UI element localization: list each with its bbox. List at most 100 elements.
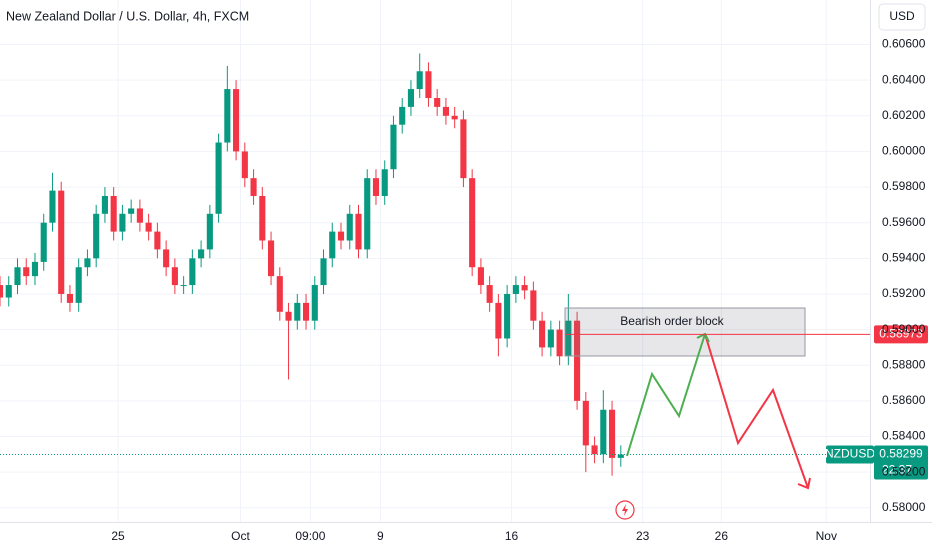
candle-body bbox=[512, 285, 519, 294]
candle-body bbox=[477, 267, 484, 286]
candle-body bbox=[320, 258, 327, 286]
y-tick-label: 0.58600 bbox=[882, 393, 926, 407]
candle-body bbox=[110, 195, 117, 232]
candle-body bbox=[198, 249, 205, 259]
candle-body bbox=[617, 454, 624, 458]
candle-body bbox=[442, 106, 449, 116]
candle-body bbox=[530, 290, 537, 321]
candle-body bbox=[75, 267, 82, 303]
overlay: 0.58973 NZDUSD 0.58299 22:37 bbox=[0, 325, 928, 480]
x-tick-label: 9 bbox=[377, 529, 384, 543]
last-price-label: 0.58299 bbox=[879, 447, 923, 461]
candle-body bbox=[302, 302, 310, 321]
candle-body bbox=[163, 249, 170, 268]
candle-body bbox=[31, 261, 39, 277]
countdown-label: 22:37 bbox=[882, 463, 912, 477]
candle-body bbox=[66, 293, 74, 303]
candle-body bbox=[49, 190, 56, 223]
x-tick-label: 09:00 bbox=[295, 529, 325, 543]
candle-body bbox=[250, 178, 257, 196]
candle-body bbox=[416, 71, 423, 90]
y-tick-label: 0.58200 bbox=[882, 464, 926, 478]
candle-body bbox=[101, 195, 108, 214]
candle-body bbox=[84, 258, 91, 268]
candle-body bbox=[547, 329, 554, 348]
currency[interactable]: USD bbox=[889, 9, 915, 23]
x-tick-label: 25 bbox=[111, 529, 125, 543]
candle-body bbox=[329, 231, 336, 259]
candle-body bbox=[180, 285, 187, 287]
candle-body bbox=[495, 302, 502, 339]
x-tick-label: 16 bbox=[505, 529, 519, 543]
candle-body bbox=[311, 285, 318, 321]
candle-body bbox=[40, 222, 47, 262]
y-tick-label: 0.59400 bbox=[882, 250, 926, 264]
candle-body bbox=[14, 267, 21, 286]
candle-body bbox=[259, 195, 266, 241]
candle-body bbox=[285, 311, 292, 321]
candle-body bbox=[460, 119, 467, 179]
candle-body bbox=[276, 276, 283, 312]
last-price-tag bbox=[874, 445, 928, 480]
candle-body bbox=[504, 293, 511, 339]
candle-body bbox=[5, 285, 12, 298]
symbol-tag bbox=[826, 445, 874, 464]
y-tick-label: 0.60000 bbox=[882, 144, 926, 158]
event-bolt bbox=[622, 504, 628, 516]
candle-body bbox=[364, 178, 371, 250]
candle-body bbox=[591, 445, 598, 455]
candle-body bbox=[399, 106, 406, 125]
candle-body bbox=[0, 285, 4, 298]
candle-body bbox=[381, 169, 388, 196]
price-level-label: 0.58973 bbox=[879, 327, 923, 341]
candle-body bbox=[215, 142, 222, 214]
candles bbox=[0, 53, 624, 476]
candle-body bbox=[600, 409, 607, 455]
arrow-head-down bbox=[797, 477, 811, 490]
candle-body bbox=[582, 400, 589, 446]
y-tick-label: 0.60200 bbox=[882, 108, 926, 122]
candle-body bbox=[23, 267, 30, 277]
candle-body bbox=[469, 178, 476, 268]
y-tick-label: 0.58000 bbox=[882, 500, 926, 514]
grid bbox=[0, 0, 870, 522]
candle-body bbox=[346, 213, 353, 241]
y-tick-label: 0.58400 bbox=[882, 429, 926, 443]
price-level-tag bbox=[874, 325, 928, 344]
candle-body bbox=[574, 320, 581, 401]
candle-body bbox=[294, 302, 301, 321]
candle-body bbox=[451, 115, 458, 120]
candle-body bbox=[206, 213, 213, 250]
projection-down bbox=[704, 333, 809, 489]
y-tick-label: 0.59000 bbox=[882, 322, 926, 336]
candle-body bbox=[119, 213, 126, 232]
candle-body bbox=[390, 124, 397, 170]
candle-body bbox=[434, 97, 441, 107]
projection-up bbox=[626, 333, 706, 457]
candle-body bbox=[425, 71, 432, 98]
candle-body bbox=[241, 151, 248, 179]
candle-body bbox=[224, 89, 231, 143]
x-tick-label: 26 bbox=[715, 529, 729, 543]
x-tick-label: 23 bbox=[636, 529, 650, 543]
y-tick-label: 0.59200 bbox=[882, 286, 926, 300]
candle-body bbox=[145, 222, 152, 232]
candle-body bbox=[539, 320, 546, 348]
candle-body bbox=[171, 267, 178, 286]
currency-button[interactable] bbox=[878, 3, 926, 31]
order-block-label: Bearish order block bbox=[620, 314, 724, 328]
candle-body bbox=[556, 329, 563, 357]
chart-title: New Zealand Dollar / U.S. Dollar, 4h, FX… bbox=[6, 9, 249, 23]
y-tick-label: 0.59600 bbox=[882, 215, 926, 229]
candle-body bbox=[58, 190, 65, 294]
candle-body bbox=[372, 178, 380, 196]
y-tick-label: 0.60600 bbox=[882, 37, 926, 51]
y-tick-label: 0.59800 bbox=[882, 179, 926, 193]
candle-body bbox=[609, 409, 616, 458]
candle-body bbox=[189, 258, 196, 286]
y-tick-label: 0.60400 bbox=[882, 72, 926, 86]
x-tick-label: Oct bbox=[231, 529, 250, 543]
candle-body bbox=[486, 285, 493, 303]
order-block-box bbox=[564, 307, 806, 357]
